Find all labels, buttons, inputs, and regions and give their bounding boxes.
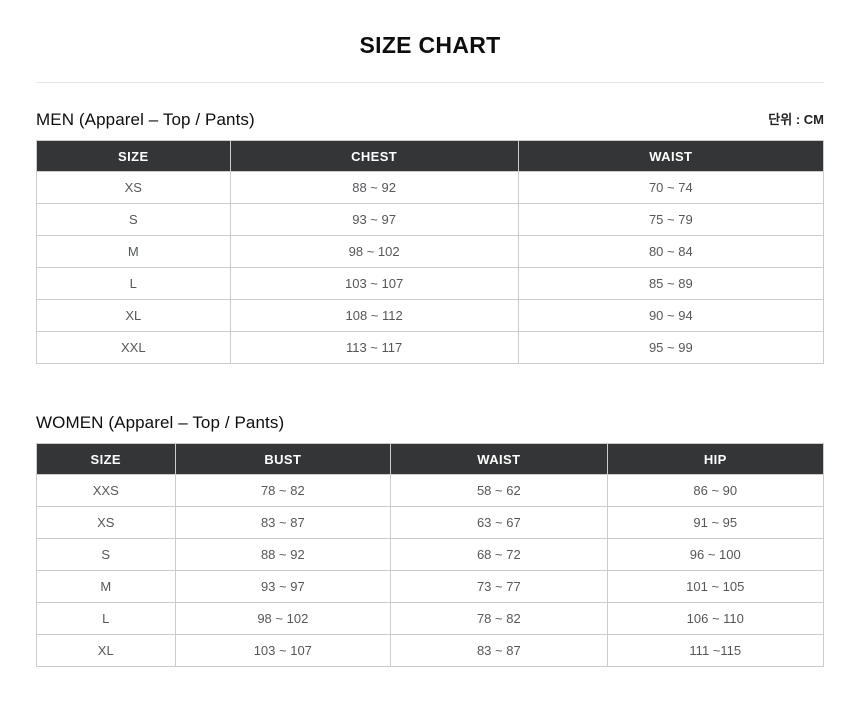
table-row: L 98 ~ 102 78 ~ 82 106 ~ 110: [36, 602, 825, 635]
column-header: CHEST: [229, 140, 519, 172]
table-header-row: SIZE BUST WAIST HIP: [36, 443, 825, 475]
table-row: S 93 ~ 97 75 ~ 79: [36, 203, 825, 236]
size-cell: S: [36, 203, 231, 236]
page-title: SIZE CHART: [359, 32, 501, 58]
measurement-cell: 83 ~ 87: [174, 506, 392, 539]
women-section-title: WOMEN (Apparel – Top / Pants): [36, 413, 285, 432]
column-header: WAIST: [517, 140, 825, 172]
measurement-cell: 86 ~ 90: [606, 474, 825, 507]
table-row: XXS 78 ~ 82 58 ~ 62 86 ~ 90: [36, 474, 825, 507]
men-section-title: MEN (Apparel – Top / Pants): [36, 110, 255, 129]
women-section-header: WOMEN (Apparel – Top / Pants): [36, 412, 824, 434]
measurement-cell: 103 ~ 107: [174, 634, 392, 667]
measurement-cell: 63 ~ 67: [390, 506, 608, 539]
measurement-cell: 73 ~ 77: [390, 570, 608, 603]
size-cell: XXL: [36, 331, 231, 364]
measurement-cell: 91 ~ 95: [606, 506, 825, 539]
men-size-table: SIZE CHEST WAIST XS 88 ~ 92 70 ~ 74 S 93 ~ 97 75…: [36, 140, 825, 364]
measurement-cell: 90 ~ 94: [517, 299, 825, 332]
size-cell: XXS: [36, 474, 176, 507]
table-row: M 98 ~ 102 80 ~ 84: [36, 235, 825, 268]
measurement-cell: 93 ~ 97: [174, 570, 392, 603]
size-cell: L: [36, 267, 231, 300]
measurement-cell: 98 ~ 102: [229, 235, 519, 268]
table-row: S 88 ~ 92 68 ~ 72 96 ~ 100: [36, 538, 825, 571]
measurement-cell: 75 ~ 79: [517, 203, 825, 236]
table-row: L 103 ~ 107 85 ~ 89: [36, 267, 825, 300]
measurement-cell: 78 ~ 82: [174, 474, 392, 507]
size-cell: S: [36, 538, 176, 571]
column-header: WAIST: [390, 443, 608, 475]
table-row: XS 88 ~ 92 70 ~ 74: [36, 171, 825, 204]
women-size-section: WOMEN (Apparel – Top / Pants) SIZE BUST WA…: [36, 412, 825, 667]
column-header: SIZE: [36, 140, 231, 172]
women-size-table: SIZE BUST WAIST HIP XXS 78 ~ 82 58 ~ 62 86 ~ 90…: [36, 443, 825, 667]
measurement-cell: 108 ~ 112: [229, 299, 519, 332]
size-cell: XS: [36, 171, 231, 204]
column-header: SIZE: [36, 443, 176, 475]
measurement-cell: 113 ~ 117: [229, 331, 519, 364]
measurement-cell: 70 ~ 74: [517, 171, 825, 204]
measurement-cell: 88 ~ 92: [174, 538, 392, 571]
size-cell: M: [36, 570, 176, 603]
size-cell: XL: [36, 634, 176, 667]
measurement-cell: 101 ~ 105: [606, 570, 825, 603]
measurement-cell: 95 ~ 99: [517, 331, 825, 364]
size-cell: XS: [36, 506, 176, 539]
table-row: M 93 ~ 97 73 ~ 77 101 ~ 105: [36, 570, 825, 603]
measurement-cell: 58 ~ 62: [390, 474, 608, 507]
table-row: XL 108 ~ 112 90 ~ 94: [36, 299, 825, 332]
unit-label: 단위 : CM: [768, 112, 824, 127]
table-row: XS 83 ~ 87 63 ~ 67 91 ~ 95: [36, 506, 825, 539]
measurement-cell: 106 ~ 110: [606, 602, 825, 635]
column-header: HIP: [606, 443, 825, 475]
column-header: BUST: [174, 443, 392, 475]
table-header-row: SIZE CHEST WAIST: [36, 140, 825, 172]
men-size-section: MEN (Apparel – Top / Pants) 단위 : CM SIZE…: [36, 109, 825, 364]
size-cell: XL: [36, 299, 231, 332]
measurement-cell: 88 ~ 92: [229, 171, 519, 204]
measurement-cell: 103 ~ 107: [229, 267, 519, 300]
men-section-header: MEN (Apparel – Top / Pants) 단위 : CM: [36, 109, 824, 131]
table-row: XXL 113 ~ 117 95 ~ 99: [36, 331, 825, 364]
measurement-cell: 83 ~ 87: [390, 634, 608, 667]
table-row: XL 103 ~ 107 83 ~ 87 111 ~115: [36, 634, 825, 667]
measurement-cell: 93 ~ 97: [229, 203, 519, 236]
size-cell: M: [36, 235, 231, 268]
measurement-cell: 98 ~ 102: [174, 602, 392, 635]
measurement-cell: 68 ~ 72: [390, 538, 608, 571]
measurement-cell: 85 ~ 89: [517, 267, 825, 300]
size-cell: L: [36, 602, 176, 635]
title-divider: [36, 82, 824, 83]
measurement-cell: 96 ~ 100: [606, 538, 825, 571]
measurement-cell: 111 ~115: [606, 634, 825, 667]
measurement-cell: 80 ~ 84: [517, 235, 825, 268]
measurement-cell: 78 ~ 82: [390, 602, 608, 635]
